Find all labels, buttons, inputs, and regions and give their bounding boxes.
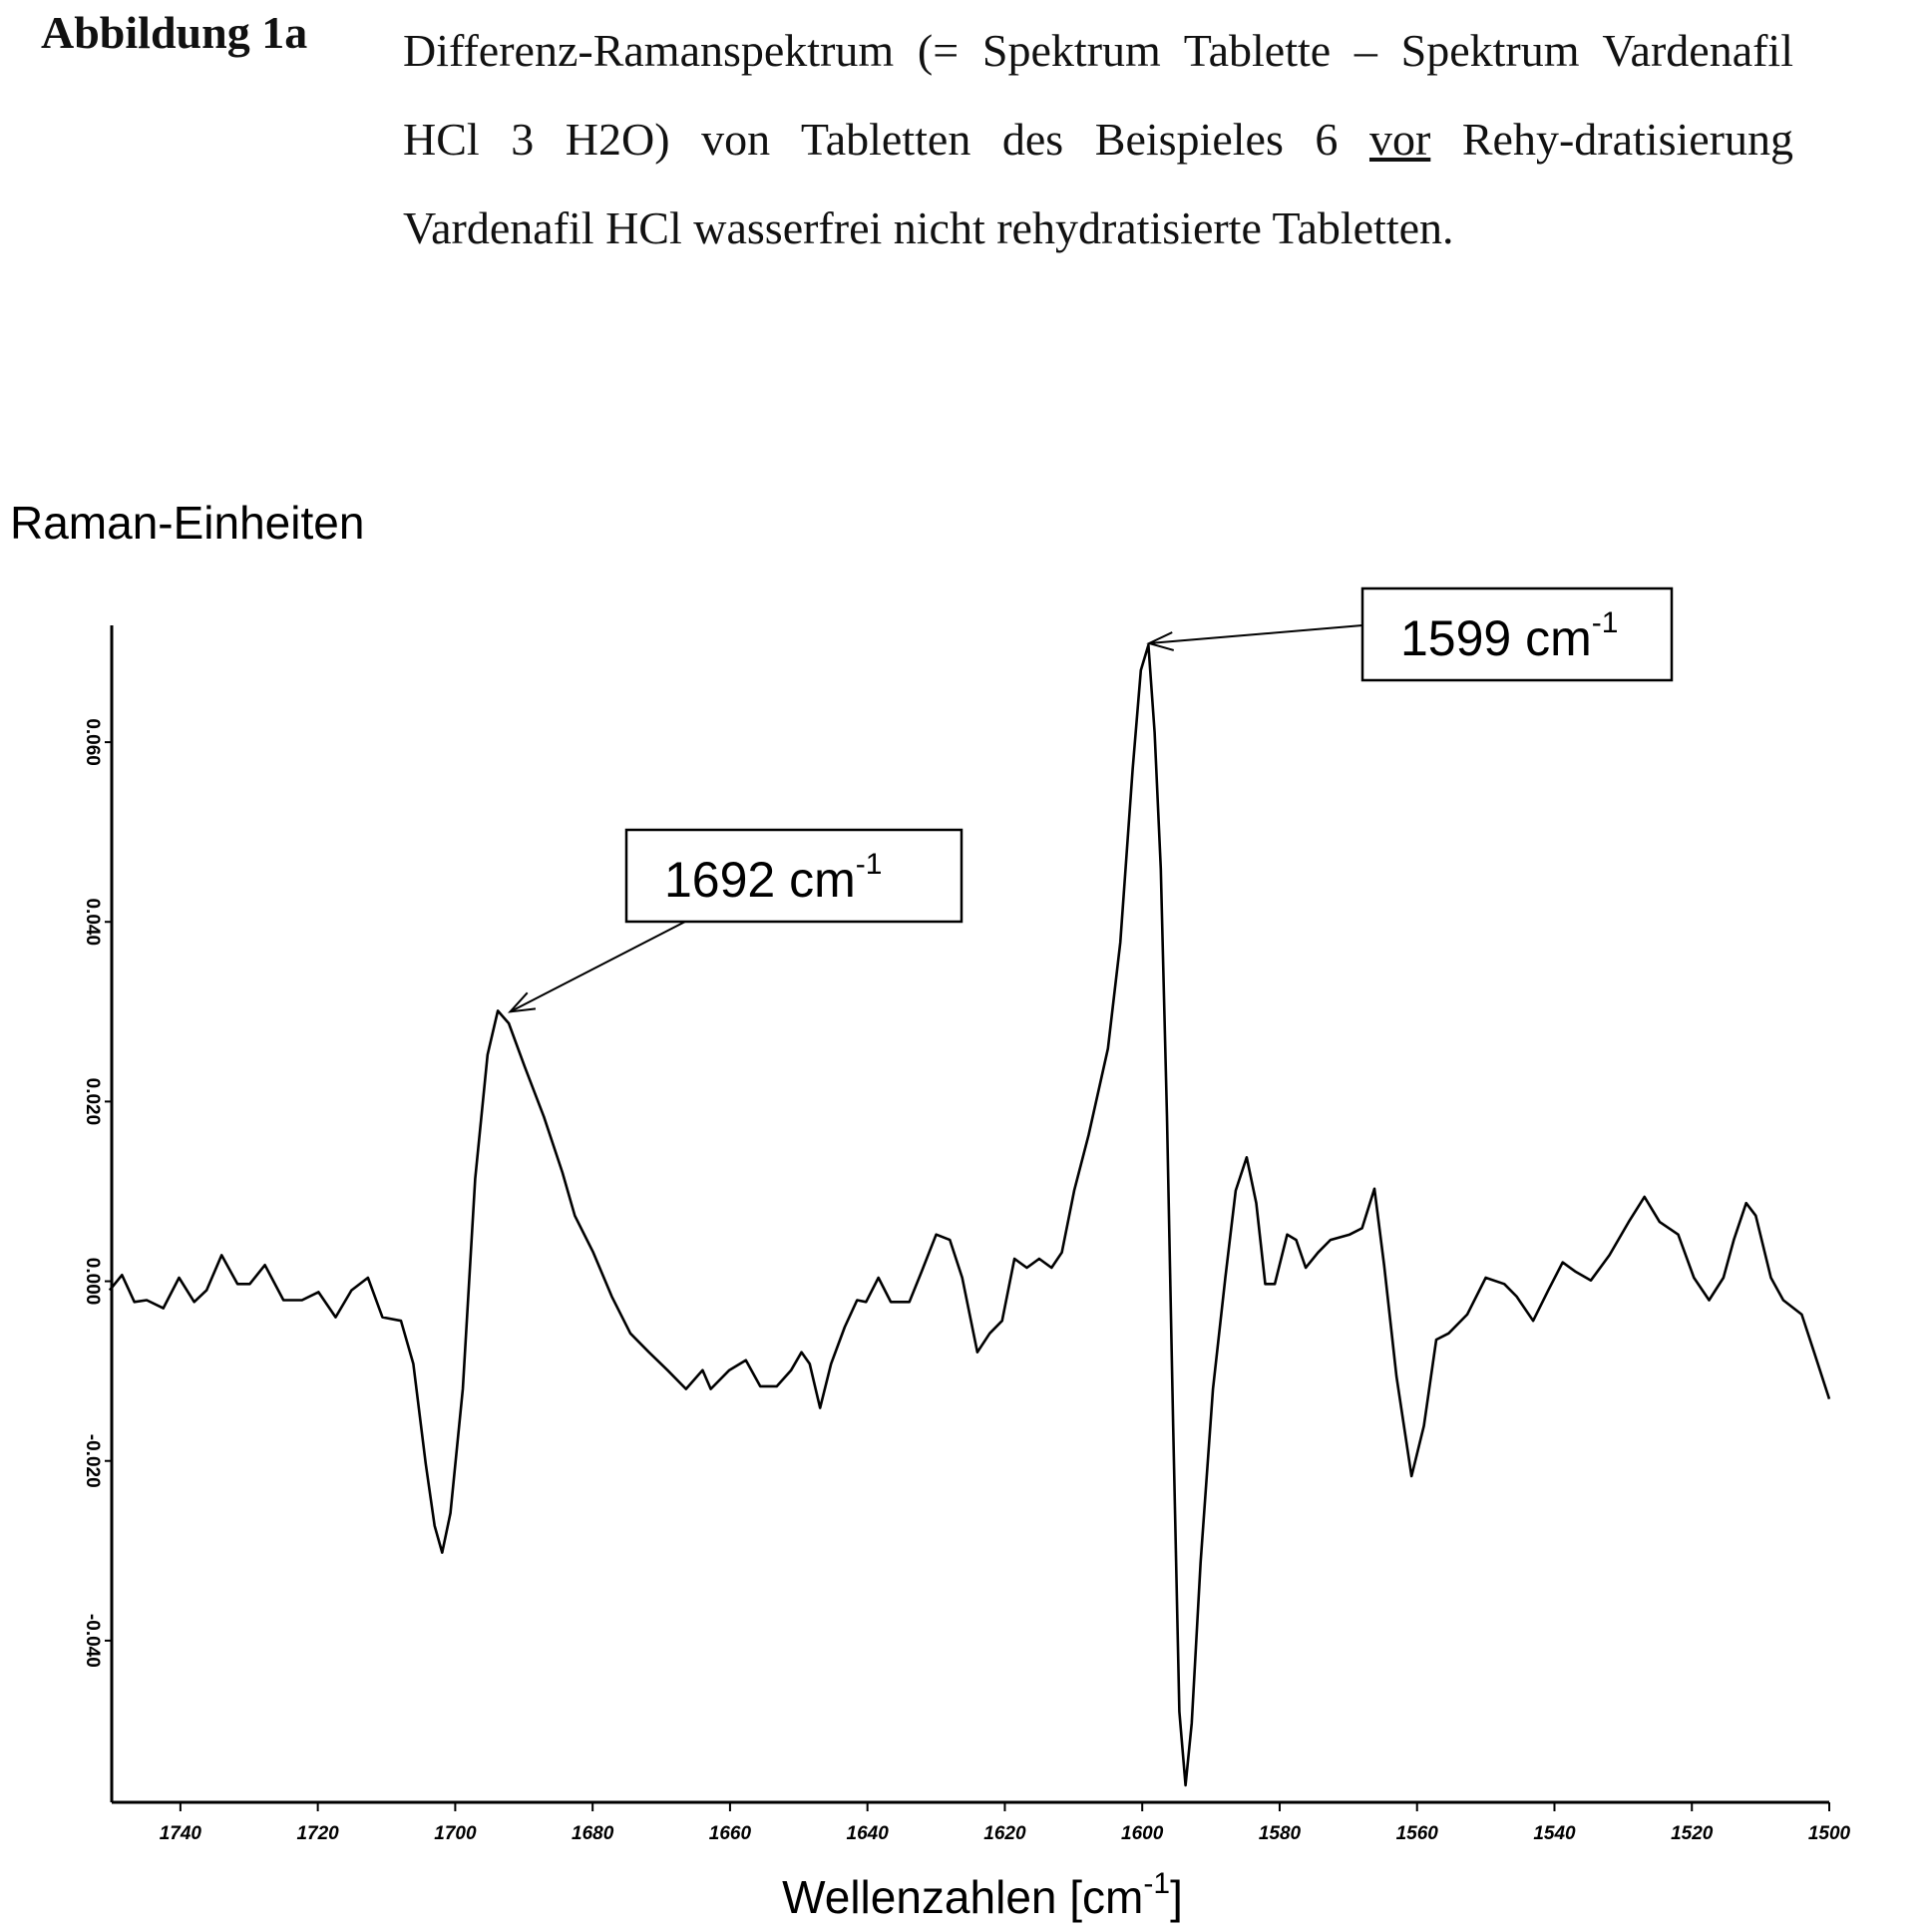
- x-tick-label: 1640: [847, 1823, 890, 1844]
- x-tick-label: 1620: [983, 1823, 1026, 1844]
- caption-text: Rehy-dratisierung Vardenafil HCl wasserf…: [403, 114, 1793, 253]
- annotation-text: 1692 cm: [664, 852, 856, 908]
- annotation-box: [624, 828, 964, 924]
- spectrum-line: [108, 643, 1831, 1787]
- y-tick-label: 0.020: [82, 1078, 103, 1126]
- x-axis-label-sup: -1: [1143, 1867, 1170, 1900]
- annotation-arrow: [510, 921, 686, 1013]
- x-tick-label: 1660: [709, 1823, 752, 1844]
- x-tick-label: 1740: [160, 1823, 202, 1844]
- x-tick-label: 1700: [434, 1823, 477, 1844]
- annotation-text: 1599 cm: [1400, 610, 1592, 666]
- arrow-head: [507, 991, 537, 1013]
- y-tick-label: -0.040: [82, 1614, 103, 1668]
- annotation-arrow: [1149, 624, 1363, 645]
- x-tick-label: 1600: [1121, 1823, 1164, 1844]
- annotation-sup: -1: [1592, 606, 1619, 639]
- x-tick-label: 1580: [1259, 1823, 1302, 1844]
- arrow-head: [1146, 631, 1175, 651]
- x-tick-label: 1560: [1396, 1823, 1439, 1844]
- annotation-sup: -1: [856, 848, 883, 881]
- x-tick-label: 1500: [1808, 1823, 1851, 1844]
- x-tick-label: 1680: [572, 1823, 614, 1844]
- x-tick-label: 1540: [1533, 1823, 1576, 1844]
- caption-text: Differenz-Ramanspektrum (= Spektrum Tabl…: [403, 25, 1793, 165]
- x-axis-label: Wellenzahlen [cm-1]: [782, 1867, 1183, 1923]
- figure-label: Abbildung 1a: [41, 7, 308, 58]
- y-tick-label: 0.000: [82, 1258, 103, 1306]
- y-tick-label: 0.040: [82, 898, 103, 946]
- x-axis-label-text: Wellenzahlen [cm: [782, 1871, 1143, 1923]
- y-tick-label: 0.060: [82, 718, 103, 766]
- y-axis-label: Raman-Einheiten: [10, 497, 364, 549]
- y-tick-label: -0.020: [82, 1434, 103, 1488]
- x-tick-label: 1720: [296, 1823, 339, 1844]
- x-axis-label-text: ]: [1170, 1871, 1183, 1923]
- annotation-box: [1360, 586, 1674, 682]
- caption-text: vor: [1368, 114, 1431, 165]
- annotation-label: 1599 cm-1: [1400, 606, 1618, 666]
- annotation-label: 1692 cm-1: [664, 848, 882, 908]
- caption: Differenz-Ramanspektrum (= Spektrum Tabl…: [403, 6, 1793, 272]
- x-tick-label: 1520: [1671, 1823, 1714, 1844]
